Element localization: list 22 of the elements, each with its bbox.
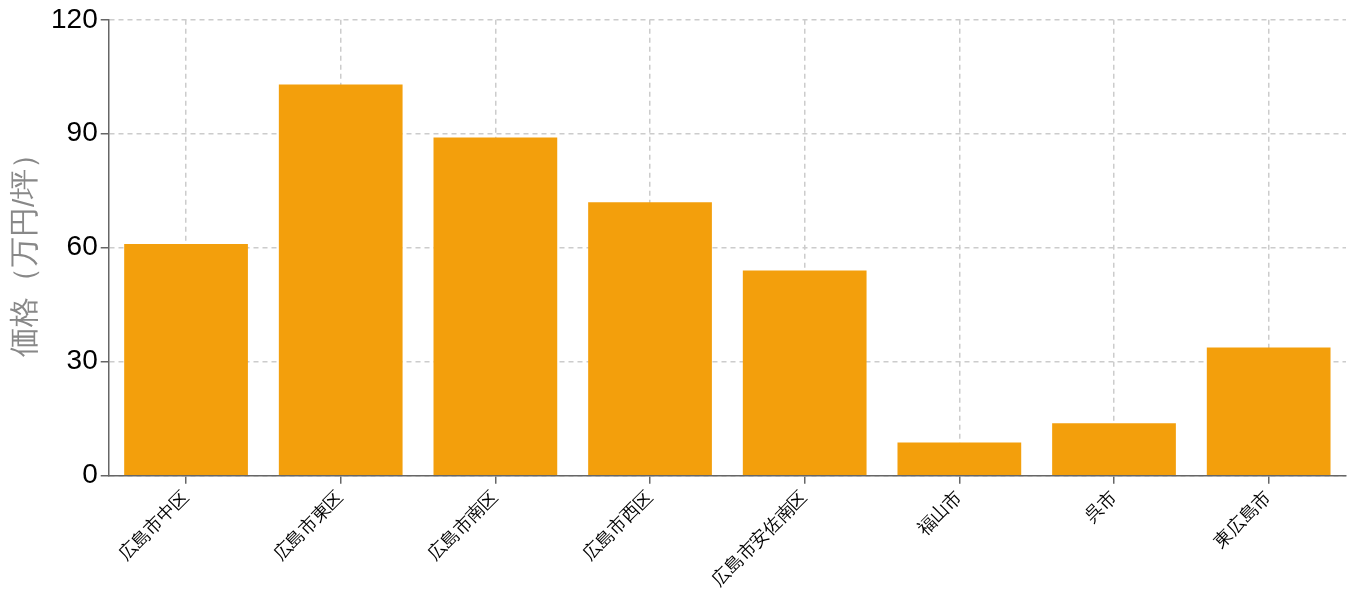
x-tick-label: 東広島市 [1209,486,1276,552]
y-tick-label: 90 [66,116,98,148]
x-tick-label: 広島市南区 [423,486,502,565]
bar [588,202,712,475]
x-tick-label: 広島市東区 [269,486,348,565]
x-tick-label: 広島市西区 [578,486,657,565]
y-axis-title: 価格（万円/坪） [7,138,41,357]
bar [742,270,867,475]
bar [897,442,1022,475]
x-tick-label: 呉市 [1080,486,1121,527]
x-tick-label: 広島市中区 [114,486,193,565]
y-tick-label: 0 [82,458,98,490]
y-tick-label: 60 [66,230,98,262]
x-tick-label: 広島市安佐南区 [707,486,812,590]
bar [433,137,558,475]
bar [278,84,403,475]
bar [124,243,248,475]
bar [1206,347,1331,475]
y-tick-label: 120 [51,2,98,34]
x-tick-label: 福山市 [913,486,966,539]
bar [1052,423,1176,475]
y-tick-label: 30 [66,344,98,376]
